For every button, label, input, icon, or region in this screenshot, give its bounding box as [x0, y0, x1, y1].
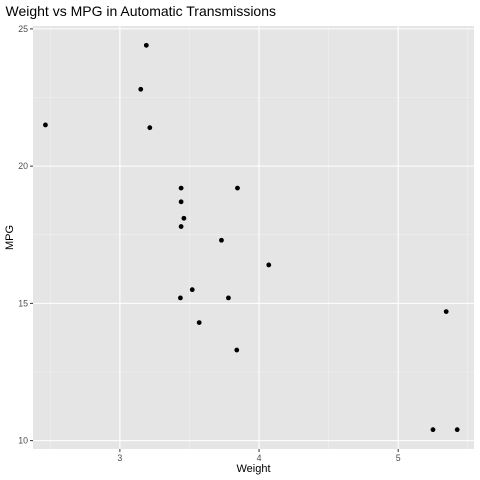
- tick-labels: 3 4 5 10 15 20 25: [18, 24, 401, 463]
- data-point: [443, 309, 449, 315]
- data-points: [43, 42, 460, 433]
- data-point: [43, 122, 48, 128]
- data-point: [196, 320, 202, 325]
- data-point: [219, 237, 224, 243]
- data-point: [178, 295, 183, 301]
- data-point: [181, 215, 187, 221]
- data-point: [147, 125, 153, 131]
- y-tick-label: 25: [18, 24, 28, 34]
- x-tick-label: 5: [396, 453, 401, 463]
- data-point: [234, 347, 240, 353]
- data-point: [454, 427, 460, 433]
- axis-ticks: [30, 28, 399, 452]
- data-point: [189, 287, 195, 293]
- plot-panel: [33, 26, 474, 449]
- y-tick-label: 20: [18, 161, 28, 171]
- data-point: [266, 262, 272, 268]
- major-gridlines: [33, 26, 474, 449]
- x-tick-label: 4: [257, 453, 262, 463]
- data-point: [430, 427, 436, 433]
- data-point: [143, 42, 149, 48]
- minor-gridlines: [33, 26, 474, 449]
- data-point: [178, 224, 184, 229]
- data-point: [178, 199, 184, 205]
- data-point: [178, 185, 184, 191]
- chart-title: Weight vs MPG in Automatic Transmissions: [6, 3, 277, 19]
- y-tick-label: 10: [18, 436, 28, 446]
- data-point: [235, 185, 240, 191]
- x-tick-label: 3: [117, 453, 122, 463]
- data-point: [138, 86, 144, 92]
- data-point: [226, 295, 231, 301]
- y-axis-label: MPG: [4, 225, 16, 250]
- x-axis-label: Weight: [236, 463, 270, 475]
- y-tick-label: 15: [18, 298, 28, 308]
